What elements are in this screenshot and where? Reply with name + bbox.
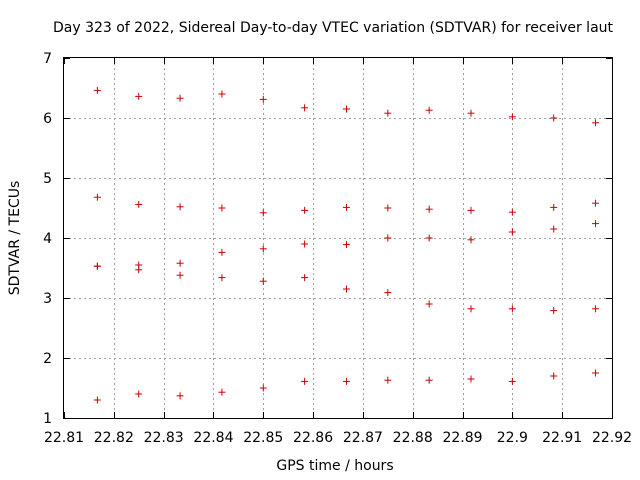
data-point	[93, 262, 101, 270]
x-tick-label: 22.84	[193, 430, 233, 446]
data-point	[592, 199, 600, 207]
data-point	[425, 300, 433, 308]
data-point	[425, 106, 433, 114]
y-tick-label: 6	[43, 111, 52, 127]
data-point	[384, 109, 392, 117]
data-point	[384, 289, 392, 297]
x-tick-label: 22.85	[243, 430, 283, 446]
data-point	[259, 209, 267, 217]
data-point	[508, 305, 516, 313]
data-point	[508, 208, 516, 216]
chart-title: Day 323 of 2022, Sidereal Day-to-day VTE…	[53, 20, 614, 36]
plot-frame	[63, 57, 613, 419]
data-point	[467, 206, 475, 214]
data-point	[301, 274, 309, 282]
y-tick-label: 7	[43, 51, 52, 67]
x-tick-label: 22.83	[144, 430, 184, 446]
data-point	[425, 205, 433, 213]
data-point	[135, 200, 143, 208]
x-tick-label: 22.81	[44, 430, 84, 446]
data-point	[384, 234, 392, 242]
x-tick-label: 22.91	[542, 430, 582, 446]
data-point	[592, 305, 600, 313]
data-point	[592, 220, 600, 228]
data-point	[467, 109, 475, 117]
data-point	[508, 228, 516, 236]
data-point	[176, 259, 184, 267]
data-point	[301, 240, 309, 248]
y-tick-label: 4	[43, 231, 52, 247]
data-point	[467, 375, 475, 383]
data-point	[218, 204, 226, 212]
data-point	[176, 271, 184, 279]
y-axis-title: SDTVAR / TECUs	[7, 181, 23, 296]
data-point	[550, 307, 558, 315]
data-point	[508, 377, 516, 385]
data-point	[259, 384, 267, 392]
y-tick-label: 2	[43, 351, 52, 367]
data-point	[592, 369, 600, 377]
data-point	[425, 376, 433, 384]
data-point	[342, 241, 350, 249]
data-point	[301, 206, 309, 214]
data-point	[342, 203, 350, 211]
data-point	[259, 277, 267, 285]
x-axis-tick-labels: 22.81 22.82 22.83 22.84 22.85 22.86 22.87 22.88…	[44, 430, 632, 446]
data-point	[135, 266, 143, 274]
data-point	[301, 104, 309, 112]
x-tick-label: 22.88	[393, 430, 433, 446]
data-points	[93, 86, 600, 404]
data-point	[342, 285, 350, 293]
data-point	[176, 94, 184, 102]
y-tick-label: 1	[43, 411, 52, 427]
data-point	[301, 377, 309, 385]
data-point	[93, 396, 101, 404]
axis-ticks	[64, 58, 613, 419]
data-point	[550, 203, 558, 211]
data-point	[218, 274, 226, 282]
data-point	[550, 372, 558, 380]
data-point	[592, 119, 600, 127]
data-point	[218, 248, 226, 256]
data-point	[342, 377, 350, 385]
data-point	[259, 95, 267, 103]
data-point	[135, 390, 143, 398]
data-point	[508, 113, 516, 121]
data-point	[342, 105, 350, 113]
data-point	[176, 203, 184, 211]
x-axis-title: GPS time / hours	[276, 458, 393, 474]
data-point	[259, 245, 267, 253]
data-point	[550, 225, 558, 233]
y-axis-tick-labels: 1 2 3 4 5 6 7	[43, 51, 52, 427]
data-point	[425, 234, 433, 242]
y-tick-label: 5	[43, 171, 52, 187]
data-point	[218, 90, 226, 98]
x-tick-label: 22.89	[442, 430, 482, 446]
x-tick-label: 22.86	[293, 430, 333, 446]
y-tick-label: 3	[43, 291, 52, 307]
data-point	[384, 376, 392, 384]
data-point	[93, 86, 101, 94]
data-point	[218, 388, 226, 396]
data-point	[135, 92, 143, 100]
x-tick-label: 22.92	[592, 430, 632, 446]
data-point	[467, 305, 475, 313]
x-tick-label: 22.87	[343, 430, 383, 446]
data-point	[176, 392, 184, 400]
data-point	[467, 236, 475, 244]
x-tick-label: 22.82	[94, 430, 134, 446]
data-point	[93, 193, 101, 201]
data-point	[384, 204, 392, 212]
data-point	[550, 114, 558, 122]
x-tick-label: 22.9	[497, 430, 528, 446]
grid-lines	[64, 58, 612, 418]
